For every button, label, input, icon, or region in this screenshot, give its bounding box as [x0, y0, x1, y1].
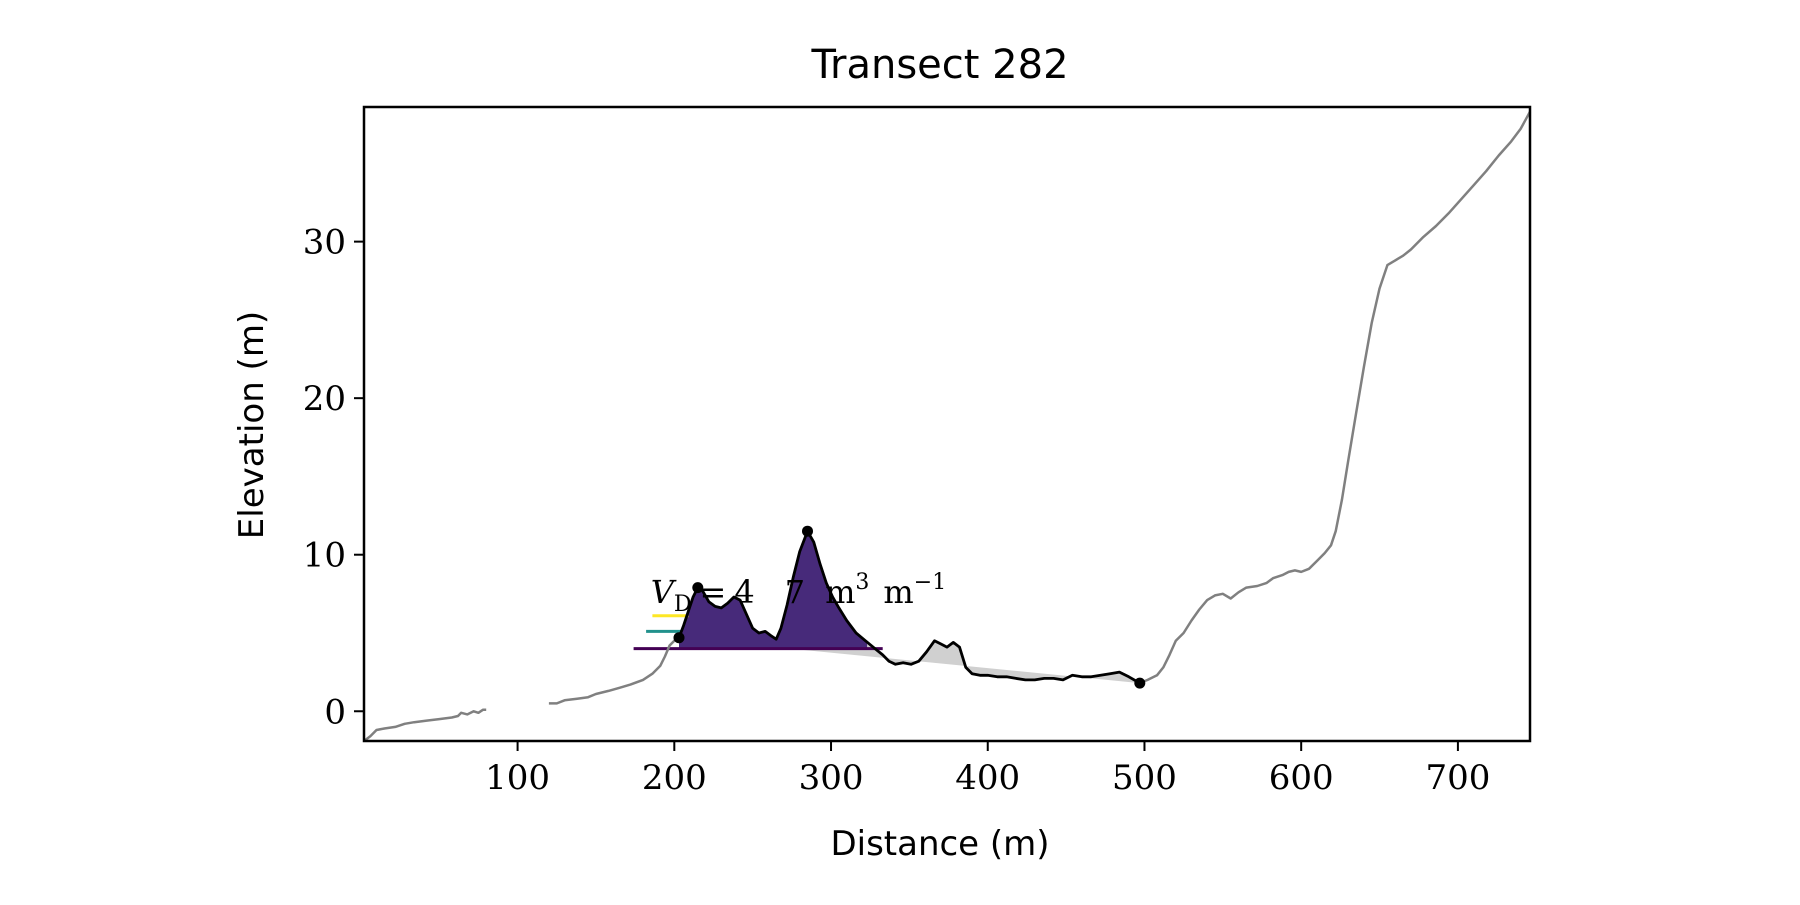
volume-annotation-volume-equals: = [700, 573, 727, 611]
chart-title: Transect 282 [810, 42, 1068, 88]
y-axis-label: Elevation (m) [232, 311, 272, 539]
plot-frame [362, 105, 1532, 743]
y-tick-label: 20 [303, 379, 346, 419]
y-tick-label: 10 [303, 536, 346, 576]
x-tick-label: 600 [1269, 758, 1334, 798]
band-fill-purple [679, 531, 868, 649]
volume-annotation-volume-unit-exp: 3 [855, 570, 869, 595]
x-axis-label: Distance (m) [830, 824, 1049, 864]
x-tick-label: 200 [642, 758, 707, 798]
profile-line-segment-2 [548, 636, 680, 705]
profile-line-segment-1 [363, 708, 487, 743]
dune-marker-point [673, 632, 685, 644]
dune-marker-point [692, 582, 704, 594]
x-tick-label: 300 [799, 758, 864, 798]
volume-annotation-volume-value-tail: 7 [785, 573, 805, 611]
dune-marker-point [802, 525, 813, 537]
profile-line-segment-3 [1139, 111, 1532, 685]
x-tick-label: 700 [1425, 758, 1490, 798]
volume-annotation-volume-value: 4 [734, 573, 754, 611]
volume-annotation-volume-subscript: D [674, 592, 692, 617]
dune-marker-point [1134, 677, 1146, 689]
volume-annotation: VD = 4 7 m3 m−1 [651, 570, 946, 617]
volume-annotation-volume-unit2: m [883, 573, 913, 611]
x-tick-label: 100 [485, 758, 550, 798]
volume-annotation-volume-unit: m [825, 573, 855, 611]
x-tick-label: 500 [1112, 758, 1177, 798]
x-tick-label: 400 [955, 758, 1020, 798]
volume-annotation-volume-symbol: V [651, 573, 677, 611]
dune-profile-line [677, 529, 1141, 685]
y-tick-label: 30 [303, 223, 346, 263]
y-tick-label: 0 [324, 692, 346, 732]
volume-annotation-volume-unit2-exp: −1 [914, 570, 946, 595]
